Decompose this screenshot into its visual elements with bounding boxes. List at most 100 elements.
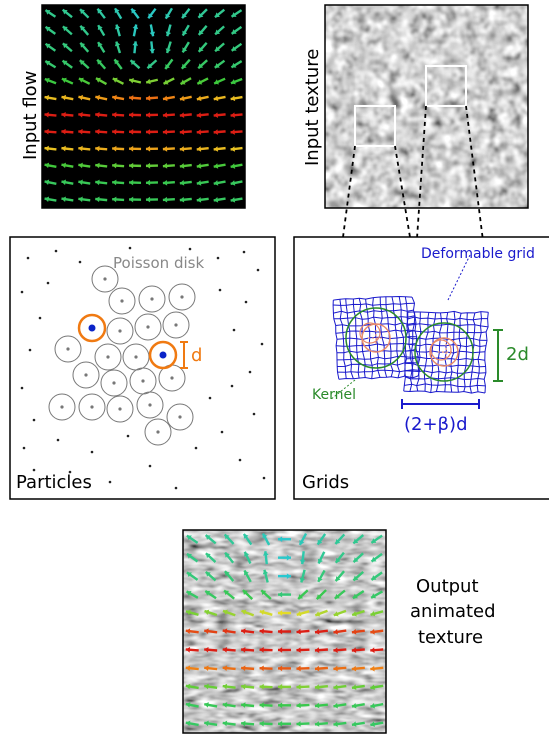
- grid-line: [483, 312, 489, 394]
- flow-arrowhead: [243, 533, 249, 539]
- grid-line: [404, 296, 414, 378]
- input-flow-label: Input flow: [20, 71, 41, 160]
- particle-point: [148, 464, 152, 468]
- flow-arrowhead: [145, 162, 151, 169]
- flow-arrowhead: [333, 611, 339, 617]
- flow-arrowhead: [186, 590, 192, 596]
- particle-point: [38, 316, 42, 320]
- flow-arrowhead: [278, 702, 283, 709]
- flow-arrowhead: [78, 179, 83, 186]
- flow-arrowhead: [316, 594, 322, 600]
- flow-arrowhead: [333, 702, 338, 709]
- flow-arrowhead: [61, 162, 66, 169]
- particle-point: [216, 256, 220, 260]
- flow-arrowhead: [112, 196, 117, 203]
- particle-point: [252, 412, 256, 416]
- poisson-center: [170, 376, 174, 380]
- flow-arrowhead: [278, 720, 283, 727]
- flow-arrowhead: [196, 112, 202, 118]
- flow-arrowhead: [222, 683, 228, 690]
- flow-arrowhead: [317, 539, 323, 545]
- poisson-center: [134, 355, 138, 359]
- flow-arrowhead: [204, 683, 209, 690]
- flow-arrowhead: [62, 26, 68, 32]
- poisson-circle: [72, 361, 100, 389]
- flow-arrowhead: [314, 647, 320, 653]
- flow-arrowhead: [259, 628, 264, 635]
- poisson-center: [178, 415, 182, 419]
- two-d-bracket: [493, 329, 503, 382]
- flow-arrowhead: [370, 647, 375, 653]
- flow-arrowhead: [231, 29, 237, 34]
- flow-arrowhead: [241, 646, 246, 653]
- flow-arrowhead: [185, 720, 191, 727]
- two-d-label: 2d: [506, 344, 529, 365]
- flow-arrowhead: [299, 559, 306, 565]
- particle-point: [68, 470, 72, 474]
- flow-arrowhead: [198, 63, 204, 69]
- flow-arrowhead: [95, 94, 100, 101]
- flow-arrowhead: [286, 573, 291, 579]
- flow-arrowhead: [351, 684, 357, 691]
- flow-arrowhead: [352, 611, 357, 617]
- flow-arrowhead: [78, 145, 83, 152]
- flow-arrowhead: [78, 162, 83, 169]
- output-label-line1: Output: [416, 576, 479, 597]
- poisson-circle: [168, 283, 196, 311]
- kernel-circle-right: [414, 322, 474, 382]
- flow-arrowhead: [179, 95, 185, 102]
- particle-point: [128, 246, 132, 250]
- flow-arrowhead: [278, 647, 283, 653]
- particle-point: [220, 430, 224, 434]
- output-label-line3: texture: [418, 627, 483, 648]
- flow-arrowhead: [370, 610, 376, 617]
- poisson-circle: [108, 287, 136, 315]
- highlight-ring-left: [77, 313, 107, 343]
- flow-arrowhead: [196, 146, 202, 152]
- flow-arrowhead: [78, 196, 83, 203]
- flow-arrowhead: [129, 196, 134, 203]
- flow-arrowhead: [163, 79, 169, 85]
- flow-arrowhead: [296, 665, 301, 672]
- flow-arrowhead: [44, 162, 50, 169]
- flow-arrowhead: [299, 577, 306, 583]
- input-flow-image: [41, 4, 246, 209]
- flow-arrowhead: [296, 702, 301, 709]
- particle-point: [230, 384, 234, 388]
- particle-point: [262, 476, 266, 480]
- flow-arrowhead: [242, 590, 248, 595]
- flow-arrowhead: [230, 163, 236, 169]
- poisson-circle: [138, 285, 166, 313]
- flow-arrowhead: [259, 702, 264, 709]
- particle-point: [56, 438, 60, 442]
- poisson-circle: [106, 317, 134, 345]
- poisson-circle: [136, 391, 164, 419]
- flow-arrowhead: [262, 569, 269, 575]
- flow-arrowhead: [95, 196, 100, 203]
- flow-arrowhead: [45, 43, 51, 49]
- poisson-center: [103, 277, 107, 281]
- flow-arrowhead: [130, 60, 136, 66]
- poisson-center: [112, 381, 116, 385]
- flow-arrowhead: [95, 111, 100, 118]
- flow-arrowhead: [78, 77, 84, 83]
- input-texture-label: Input texture: [302, 49, 323, 166]
- flow-arrowhead: [179, 146, 185, 152]
- flow-arrowhead: [352, 593, 358, 599]
- poisson-circle: [91, 265, 119, 293]
- particle-point: [32, 418, 36, 422]
- poisson-center: [150, 297, 154, 301]
- flow-arrowhead: [262, 533, 268, 539]
- flow-arrowhead: [132, 41, 139, 46]
- flow-arrowhead: [61, 128, 66, 135]
- flow-arrowhead: [185, 609, 191, 616]
- flow-arrowhead: [205, 553, 211, 559]
- flow-arrowhead: [371, 556, 377, 562]
- flow-arrowhead: [351, 629, 357, 635]
- flow-arrowhead: [351, 665, 357, 672]
- flow-arrowhead: [224, 571, 230, 577]
- grids-panel: [293, 236, 549, 500]
- flow-arrowhead: [222, 628, 228, 634]
- grid-line: [403, 390, 486, 394]
- flow-arrowhead: [259, 609, 265, 616]
